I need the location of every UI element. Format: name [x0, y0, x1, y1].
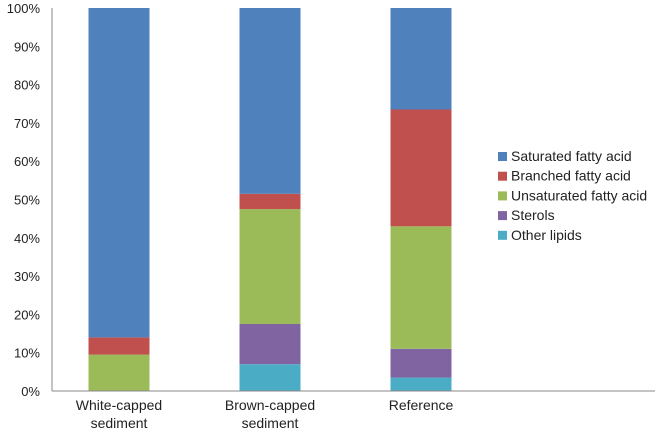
legend-label: Branched fatty acid [511, 168, 631, 184]
x-category-label-line: sediment [242, 415, 299, 430]
bar-segment-saturated-fatty-acid-2 [390, 8, 452, 110]
bar-segment-saturated-fatty-acid-0 [88, 8, 150, 338]
y-tick-label: 60% [14, 154, 40, 169]
axes-group [51, 8, 655, 392]
x-category-label: White-capped sediment [76, 397, 162, 430]
y-tick-label: 70% [14, 116, 40, 131]
bar-segment-sterols-1 [239, 323, 301, 365]
y-tick-label: 0% [21, 384, 40, 399]
legend-label: Saturated fatty acid [511, 148, 632, 164]
y-tick-label: 100% [7, 1, 41, 16]
x-category-label: Reference [389, 397, 454, 413]
x-category-labels: White-capped sediment Brown-capped sediment… [76, 397, 454, 431]
bar-segment-unsaturated-fatty-acid-1 [239, 209, 301, 324]
x-category-label-line: Brown-capped [225, 397, 315, 413]
legend-swatch [498, 171, 507, 181]
legend: Saturated fatty acid Branched fatty acid U… [498, 148, 647, 243]
y-tick-label: 50% [14, 193, 40, 208]
legend-swatch [498, 230, 507, 240]
bar-segment-branched-fatty-acid-1 [239, 193, 301, 210]
y-tick-labels: 0% 10% 20% 30% 40% 50% 60% 70% 80% 90% 100% [7, 1, 41, 399]
bar-segment-unsaturated-fatty-acid-2 [390, 226, 452, 349]
legend-swatch [498, 191, 507, 201]
bar-segment-other-lipids-1 [239, 364, 301, 391]
x-category-label-line: sediment [91, 415, 148, 430]
legend-label: Sterols [511, 207, 555, 223]
bar-segment-sterols-2 [390, 348, 452, 378]
y-tick-label: 30% [14, 269, 40, 284]
bar-segment-unsaturated-fatty-acid-0 [88, 354, 150, 391]
bar-segment-branched-fatty-acid-2 [390, 109, 452, 227]
legend-label: Other lipids [511, 227, 582, 243]
legend-swatch [498, 152, 507, 161]
legend-swatch [498, 211, 507, 221]
bar-segment-branched-fatty-acid-0 [88, 337, 150, 355]
bar-segment-saturated-fatty-acid-1 [239, 8, 301, 194]
y-tick-label: 10% [14, 346, 40, 361]
y-tick-label: 80% [14, 78, 40, 93]
bars-group [88, 8, 452, 391]
x-category-label-line: White-capped [76, 397, 162, 413]
y-tick-label: 20% [14, 307, 40, 322]
x-category-label: Brown-capped sediment [225, 397, 315, 430]
legend-label: Unsaturated fatty acid [511, 187, 647, 203]
y-tick-label: 40% [14, 231, 40, 246]
y-tick-label: 90% [14, 39, 40, 54]
x-category-label-line: Reference [389, 397, 454, 413]
bar-segment-other-lipids-2 [390, 377, 452, 391]
